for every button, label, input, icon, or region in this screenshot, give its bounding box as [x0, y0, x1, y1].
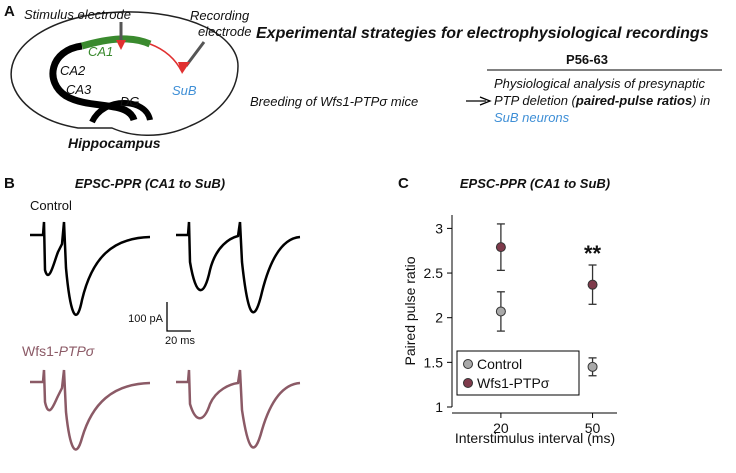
recording-label: Recording	[190, 8, 250, 23]
analysis-text: paired-pulse ratios	[575, 93, 692, 108]
region-label: CA2	[60, 63, 86, 78]
y-tick-label: 1.5	[424, 354, 444, 370]
panel-title: EPSC-PPR (CA1 to SuB)	[75, 176, 225, 191]
y-tick-label: 2.5	[424, 265, 444, 281]
legend-box	[456, 350, 580, 396]
annotation: **	[584, 241, 602, 266]
y-tick-label: 2	[435, 310, 443, 326]
y-tick-label: 1	[435, 399, 443, 415]
legend-marker	[463, 378, 473, 388]
trace-label: PTPσ	[59, 343, 95, 359]
arrow-head	[479, 96, 492, 106]
data-point	[495, 306, 506, 317]
recording-label: electrode	[198, 24, 251, 39]
trace-label: Wfs1-	[22, 343, 59, 359]
control-traces	[30, 221, 301, 316]
panel-title: Experimental strategies for electrophysi…	[256, 25, 709, 42]
scale-label: 20 ms	[165, 335, 195, 347]
data-point	[587, 361, 598, 372]
analysis-text: SuB neurons	[494, 110, 570, 125]
x-tick-label: 50	[585, 420, 601, 436]
chart: EPSC-PPR (CA1 to SuB) 1 1.5 2 2.5 3 20 50Inters…	[402, 176, 617, 446]
y-tick-label: 3	[435, 220, 443, 236]
trace-label: Wfs1-PTPσ	[22, 343, 95, 359]
axon	[149, 43, 183, 73]
legend-label: Wfs1-PTPσ	[477, 375, 550, 391]
mutant-traces	[30, 369, 301, 451]
stimulus-tip	[116, 40, 126, 50]
trace	[30, 221, 151, 316]
y-axis-label: Paired pulse ratio	[402, 256, 418, 365]
stimulus-label: Stimulus electrode	[24, 7, 131, 22]
analysis-text: PTP deletion (	[494, 93, 578, 108]
legend-label: Control	[477, 356, 522, 372]
x-axis-label: Interstimulus interval (ms)	[455, 430, 615, 446]
panel-letter: C	[398, 175, 409, 192]
region-label: DG	[120, 94, 140, 109]
neuron	[178, 62, 190, 74]
brain-outline	[10, 11, 239, 136]
scale-label: 100 pA	[128, 313, 164, 325]
breeding-label: Breeding of Wfs1-PTPσ mice	[250, 94, 418, 109]
age-label: P56-63	[566, 52, 608, 67]
dg	[89, 100, 153, 124]
trace-label: Control	[30, 198, 72, 213]
scale-bar	[166, 302, 191, 332]
analysis-text: ) in	[690, 93, 710, 108]
chart-title: EPSC-PPR (CA1 to SuB)	[460, 176, 610, 191]
analysis-text: PTP deletion (paired-pulse ratios) in	[494, 93, 710, 108]
trace	[176, 221, 301, 314]
region-label: CA3	[66, 82, 92, 97]
panel-letter: A	[4, 3, 15, 20]
data-point	[495, 242, 506, 253]
legend-marker	[463, 359, 473, 369]
ca3-ca2	[49, 42, 138, 122]
x-tick-label: 20	[493, 420, 509, 436]
region-label: SuB	[172, 83, 197, 98]
analysis-text: Physiological analysis of presynaptic	[494, 76, 705, 91]
panel-letter: B	[4, 175, 15, 192]
trace	[176, 369, 301, 449]
trace	[30, 369, 151, 451]
structure-label: Hippocampus	[68, 135, 161, 151]
data-point	[587, 279, 598, 290]
region-label: CA1	[88, 44, 113, 59]
